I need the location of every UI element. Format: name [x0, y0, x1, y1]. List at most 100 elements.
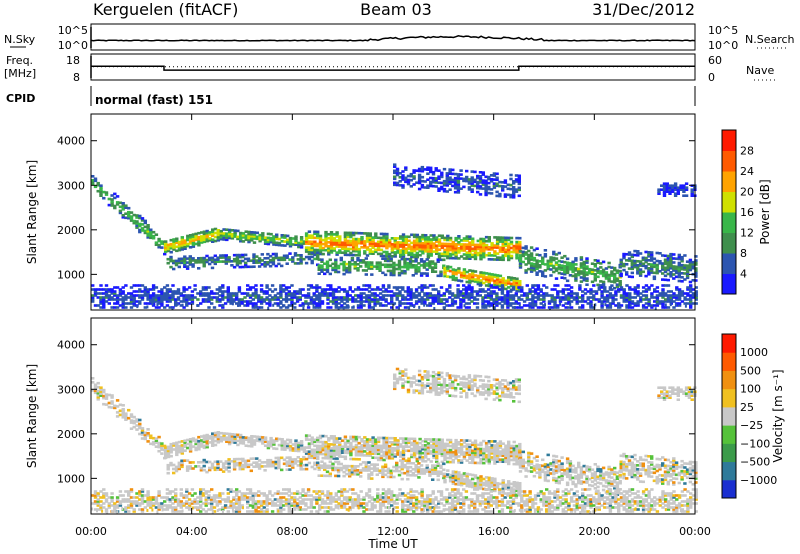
- heatmap-cell: [666, 262, 670, 266]
- heatmap-cell: [507, 252, 511, 256]
- heatmap-cell: [149, 228, 153, 232]
- heatmap-cell: [569, 300, 574, 303]
- heatmap-cell: [266, 242, 271, 246]
- heatmap-cell: [374, 440, 378, 443]
- heatmap-cell: [343, 241, 348, 245]
- heatmap-cell: [243, 300, 247, 303]
- heatmap-cell: [509, 444, 514, 448]
- heatmap-cell: [406, 294, 410, 297]
- heatmap-cell: [500, 300, 505, 303]
- heatmap-cell: [202, 460, 206, 464]
- heatmap-cell: [210, 466, 215, 470]
- heatmap-cell: [121, 208, 125, 211]
- heatmap-cell: [163, 444, 167, 448]
- colorbar-tick-label: 28: [740, 145, 754, 158]
- heatmap-cell: [372, 306, 375, 310]
- heatmap-cell: [543, 275, 548, 278]
- heatmap-cell: [399, 453, 403, 456]
- heatmap-cell: [462, 453, 467, 456]
- heatmap-cell: [688, 266, 693, 270]
- heatmap-cell: [399, 455, 403, 458]
- heatmap-cell: [493, 450, 497, 453]
- heatmap-cell: [140, 217, 145, 220]
- heatmap-cell: [542, 300, 546, 303]
- nsearch-label: N.Search: [745, 33, 795, 46]
- heatmap-cell: [299, 244, 304, 247]
- heatmap-cell: [164, 452, 168, 455]
- heatmap-cell: [515, 448, 519, 452]
- heatmap-cell: [446, 254, 450, 258]
- heatmap-cell: [462, 300, 466, 303]
- heatmap-cell: [409, 292, 413, 295]
- heatmap-cell: [630, 263, 634, 267]
- heatmap-cell: [512, 281, 516, 284]
- heatmap-cell: [448, 286, 452, 289]
- heatmap-cell: [677, 279, 681, 283]
- heatmap-cell: [373, 288, 377, 291]
- heatmap-cell: [426, 246, 431, 249]
- heatmap-cell: [384, 304, 388, 307]
- heatmap-cell: [498, 192, 502, 196]
- heatmap-cell: [186, 446, 190, 450]
- heatmap-cell: [177, 265, 181, 269]
- heatmap-cell: [393, 175, 397, 179]
- heatmap-cell: [443, 270, 447, 274]
- heatmap-cell: [448, 256, 453, 260]
- heatmap-cell: [535, 273, 539, 276]
- heatmap-cell: [129, 286, 134, 289]
- heatmap-cell: [456, 292, 460, 295]
- heatmap-cell: [343, 239, 348, 243]
- heatmap-cell: [185, 261, 190, 264]
- heatmap-cell: [255, 261, 259, 264]
- heatmap-cell: [633, 292, 637, 295]
- heatmap-cell: [493, 307, 496, 311]
- heatmap-cell: [399, 255, 403, 258]
- heatmap-cell: [459, 271, 464, 275]
- heatmap-cell: [329, 243, 334, 246]
- heatmap-cell: [462, 292, 466, 295]
- heatmap-cell: [371, 456, 375, 459]
- heatmap-cell: [518, 260, 523, 263]
- heatmap-cell: [569, 296, 574, 299]
- heatmap-cell: [468, 235, 472, 238]
- heatmap-cell: [338, 249, 342, 252]
- heatmap-cell: [283, 244, 287, 247]
- heatmap-cell: [271, 252, 276, 256]
- heatmap-cell: [644, 260, 648, 264]
- heatmap-cell: [353, 263, 357, 266]
- heatmap-cell: [504, 254, 508, 258]
- heatmap-cell: [669, 252, 673, 256]
- heatmap-cell: [490, 448, 494, 451]
- heatmap-cell: [363, 252, 367, 255]
- heatmap-cell: [495, 258, 500, 261]
- heatmap-cell: [310, 248, 314, 252]
- heatmap-cell: [426, 292, 430, 295]
- heatmap-cell: [512, 250, 516, 254]
- heatmap-cell: [504, 450, 508, 454]
- heatmap-cell: [529, 258, 534, 261]
- heatmap-cell: [309, 302, 314, 305]
- heatmap-cell: [208, 239, 212, 242]
- heatmap-cell: [166, 467, 170, 471]
- heatmap-cell: [342, 262, 346, 266]
- heatmap-cell: [316, 450, 320, 454]
- heatmap-cell: [495, 184, 499, 188]
- heatmap-cell: [310, 236, 314, 240]
- heatmap-cell: [138, 230, 142, 234]
- heatmap-cell: [202, 436, 207, 440]
- heatmap-cell: [367, 294, 372, 297]
- heatmap-cell: [235, 298, 239, 301]
- heatmap-cell: [662, 190, 667, 193]
- heatmap-cell: [174, 261, 179, 265]
- heatmap-cell: [323, 292, 327, 295]
- heatmap-cell: [465, 257, 469, 260]
- heatmap-cell: [129, 413, 134, 416]
- heatmap-cell: [498, 180, 502, 184]
- heatmap-cell: [121, 292, 125, 295]
- heatmap-cell: [401, 237, 406, 240]
- heatmap-cell: [471, 277, 475, 281]
- heatmap-cell: [671, 184, 675, 187]
- heatmap-cell: [650, 294, 654, 297]
- heatmap-cell: [613, 266, 617, 270]
- heatmap-cell: [525, 294, 529, 297]
